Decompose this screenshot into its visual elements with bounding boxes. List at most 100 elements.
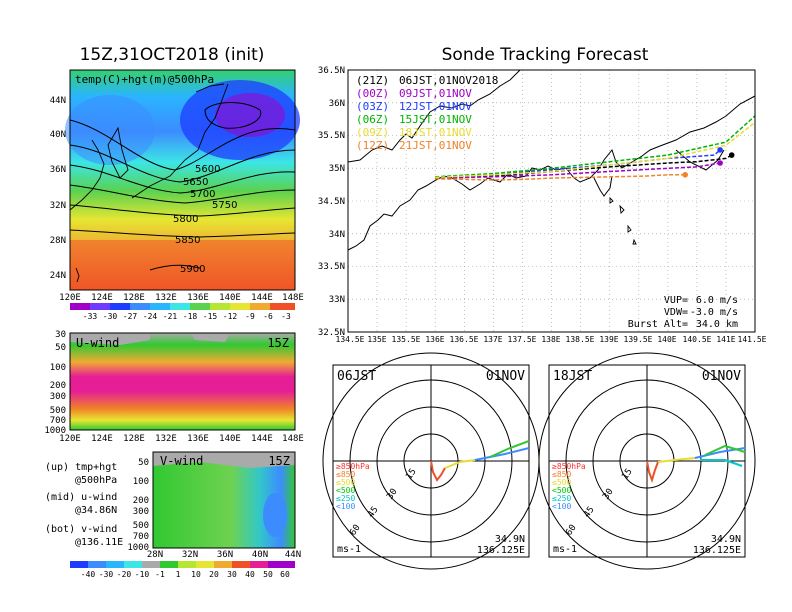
- map-500hpa: 5600 5650 5700 5750 5800 5850 5900 temp(…: [50, 69, 304, 303]
- contour-label-5700: 5700: [190, 189, 215, 200]
- hodo-trace-top: [489, 440, 530, 458]
- colorbar-label: 20: [209, 570, 219, 579]
- legend-utc: (06Z): [356, 113, 389, 126]
- p-tick: 30: [55, 330, 66, 340]
- lat-tick: 36N: [50, 165, 66, 175]
- hodo-unit: ms-1: [553, 544, 577, 555]
- hodo-trace-upper: [474, 447, 530, 461]
- lon-tick: 135.5E: [392, 335, 421, 344]
- level-label: ≤500: [552, 478, 571, 487]
- hodo-date: 01NOV: [702, 369, 741, 384]
- colorbar-label: -20: [117, 570, 132, 579]
- lon-tick: 140.5E: [683, 335, 712, 344]
- legend-utc: (00Z): [356, 87, 389, 100]
- lon-tick: 148E: [282, 293, 304, 303]
- lon-tick: 141.5E: [738, 335, 767, 344]
- vwind-lat-ticks: 28N 32N 36N 40N 44N: [147, 550, 301, 560]
- colorbar-label: -9: [245, 312, 255, 321]
- colorbar-label: -15: [203, 312, 218, 321]
- hodo-lat: 34.9N: [495, 534, 525, 545]
- contour-5900: [149, 264, 201, 271]
- vwind-panel: V-wind 15Z 50 100 200 300 500 700 1000 2…: [127, 451, 301, 560]
- colorbar-label: -10: [135, 570, 150, 579]
- track-endpoint-2: [717, 147, 723, 153]
- p-tick: 300: [50, 392, 66, 402]
- hodograph-06jst: 15 30 45 60 06JST 01NOV ≥850hPa ≤850 ≤50…: [322, 352, 540, 570]
- hodo-lon: 136.125E: [477, 545, 525, 556]
- lon-tick: 144E: [251, 293, 273, 303]
- lon-tick: 135E: [367, 335, 386, 344]
- lat-tick: 32N: [182, 550, 198, 560]
- lon-tick: 138E: [541, 335, 560, 344]
- contour-5750: [69, 184, 296, 204]
- uwind-label: U-wind: [76, 336, 119, 350]
- left-title: 15Z,31OCT2018 (init): [80, 45, 265, 65]
- level-label: ≥850hPa: [552, 462, 586, 471]
- hodo-date: 01NOV: [486, 369, 525, 384]
- height-contours: [69, 102, 296, 271]
- hodograph-18jst: 15 30 45 60 18JST 01NOV ≥850hPa ≤850 ≤50…: [538, 352, 756, 570]
- contour-5800: [69, 204, 296, 217]
- track-map-frame: [347, 69, 756, 333]
- uwind-field: [70, 333, 295, 430]
- note-mid-line1: (mid) u-wind: [45, 492, 117, 503]
- lon-tick: 136.5E: [450, 335, 479, 344]
- contour-label-5900: 5900: [180, 264, 205, 275]
- p-tick: 100: [133, 477, 149, 487]
- level-label: ≥850hPa: [336, 462, 370, 471]
- lat-tick: 36.5N: [318, 66, 345, 76]
- japan-coastline: [347, 69, 756, 251]
- track-endpoint-0: [728, 152, 735, 158]
- track-legend: (21Z) 06JST,01NOV2018 (00Z) 09JST,01NOV …: [356, 74, 498, 152]
- hodo-lat: 34.9N: [711, 534, 741, 545]
- vwind-core: [263, 493, 287, 537]
- track-endpoint-1: [717, 160, 723, 166]
- lon-tick: 136E: [187, 434, 209, 444]
- hodo-trace-mid: [657, 457, 696, 463]
- lon-tick: 120E: [59, 293, 81, 303]
- contour-labels: 5600 5650 5700 5750 5800 5850 5900: [173, 164, 237, 275]
- colorbar-label: -18: [183, 312, 198, 321]
- lat-tick: 28N: [147, 550, 163, 560]
- lon-tick: 128E: [123, 434, 145, 444]
- param-vdw-value: -3.0 m/s: [690, 307, 738, 318]
- colorbar-label: 10: [191, 570, 201, 579]
- level-label: <500: [336, 486, 355, 495]
- cold-west: [65, 95, 155, 165]
- temp-colorbar-labels: -33 -30 -27 -24 -21 -18 -15 -12 -9 -6 -3: [83, 312, 291, 321]
- vwind-time: 15Z: [268, 454, 290, 468]
- legend-jst: 18JST,01NOV: [399, 126, 472, 139]
- lon-tick: 140E: [219, 293, 241, 303]
- track-line-5: [435, 174, 686, 181]
- hodo-unit: ms-1: [337, 544, 361, 555]
- vwind-p-ticks: 50 100 200 300 500 700 1000: [127, 458, 149, 553]
- p-tick: 500: [50, 406, 66, 416]
- uwind-time: 15Z: [267, 336, 289, 350]
- colorbar-label: -12: [223, 312, 238, 321]
- p-tick: 50: [138, 458, 149, 468]
- lon-tick: 124E: [91, 434, 113, 444]
- p-tick: 200: [50, 381, 66, 391]
- uwind-lon-ticks: 120E 124E 128E 132E 136E 140E 144E 148E: [59, 434, 304, 444]
- lon-tick: 137E: [483, 335, 502, 344]
- japan-coast: [131, 83, 229, 199]
- track-line-1: [435, 162, 721, 179]
- hodo-level-legend: ≥850hPa ≤850 ≤500 <500 ≤250 <100: [336, 462, 370, 511]
- hodo-trace: [646, 444, 746, 484]
- panel-notes: (up) tmp+hgt @500hPa (mid) u-wind @34.86…: [45, 462, 123, 548]
- hodo-lon: 136.125E: [693, 545, 741, 556]
- legend-jst: 12JST,01NOV: [399, 100, 472, 113]
- param-vdw-label: VDW=: [664, 307, 688, 318]
- map500-frame: [69, 69, 296, 291]
- sonde-tracks: [435, 115, 756, 181]
- contour-label-5750: 5750: [212, 200, 237, 211]
- lat-tick: 24N: [50, 271, 66, 281]
- china-coast: [69, 139, 105, 211]
- sonde-params: VUP= 6.0 m/s VDW= -3.0 m/s Burst Alt= 34…: [628, 295, 738, 330]
- level-label: <100: [336, 502, 355, 511]
- lon-tick: 144E: [251, 434, 273, 444]
- colorbar-label: 30: [227, 570, 237, 579]
- lat-tick: 33.5N: [318, 262, 345, 272]
- vwind-frame: [152, 451, 296, 549]
- uwind-frame: [69, 332, 296, 431]
